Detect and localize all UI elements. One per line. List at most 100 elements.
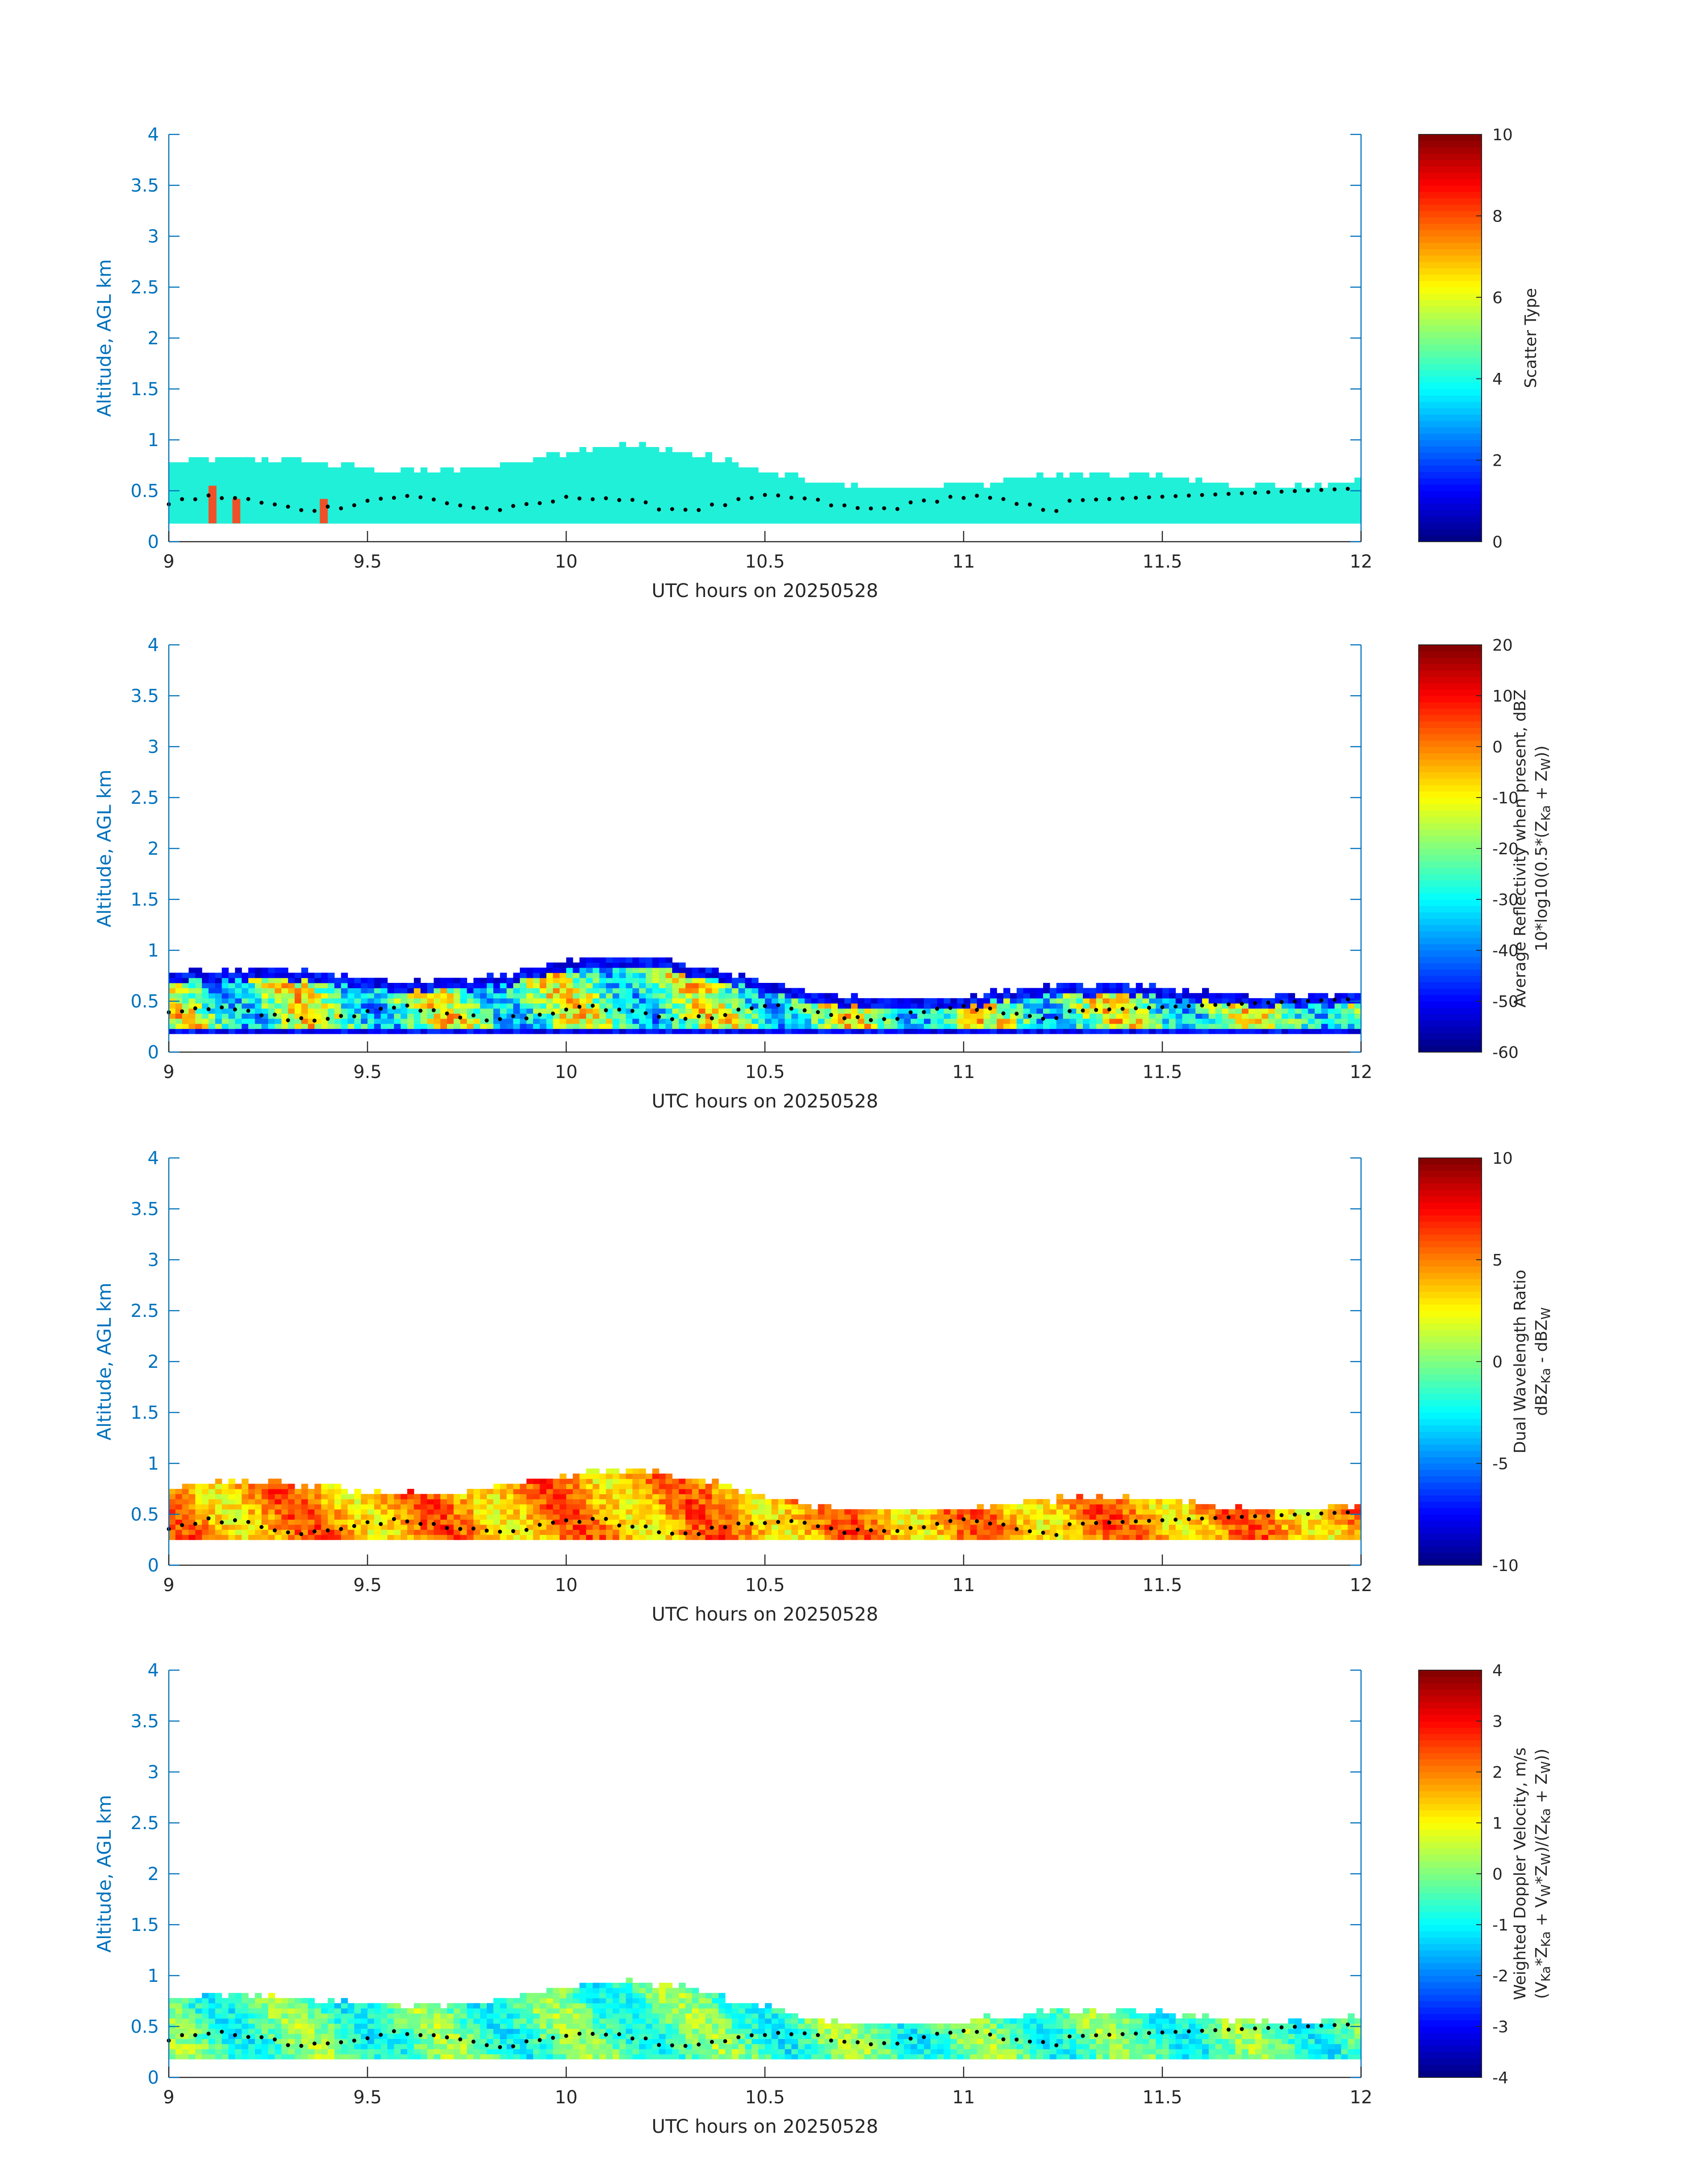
echo-cell [334, 1534, 342, 1540]
echo-cell [380, 493, 388, 498]
echo-cell [401, 1504, 408, 1510]
overlay-point [524, 1016, 529, 1020]
echo-cell [434, 1028, 441, 1034]
echo-cell [639, 452, 646, 458]
echo-cell [997, 503, 1004, 509]
echo-cell [805, 1003, 812, 1009]
echo-cell [1069, 477, 1077, 483]
overlay-point [1001, 497, 1006, 501]
overlay-point [1160, 494, 1165, 499]
echo-cell [1076, 508, 1083, 514]
echo-cell [639, 1483, 646, 1489]
echo-cell [1016, 1028, 1024, 1034]
echo-cell [560, 1499, 567, 1504]
echo-cell [261, 482, 269, 488]
echo-cell [1076, 1024, 1083, 1029]
echo-cell [1102, 1018, 1110, 1024]
echo-cell [964, 1008, 971, 1014]
echo-cell [1129, 1028, 1136, 1034]
echo-cell [341, 508, 348, 514]
echo-cell [228, 1018, 235, 1024]
echo-cell [380, 1529, 388, 1535]
echo-cell [1109, 988, 1116, 994]
echo-cell [606, 1524, 613, 1530]
echo-cell [718, 983, 726, 988]
echo-cell [619, 442, 626, 447]
echo-cell [215, 1024, 222, 1029]
echo-cell [308, 1003, 315, 1009]
echo-cell [1189, 518, 1196, 524]
echo-cell [712, 1003, 719, 1009]
echo-cell [453, 513, 461, 519]
echo-cell [593, 1534, 600, 1540]
echo-cell [679, 452, 686, 458]
echo-cell [1315, 1013, 1322, 1019]
echo-cell [1348, 1028, 1355, 1034]
overlay-point [935, 1007, 940, 1011]
echo-cell [692, 993, 699, 999]
echo-cell [1023, 518, 1030, 524]
echo-cell [705, 493, 712, 498]
echo-cell [341, 462, 348, 468]
echo-cell [275, 998, 282, 1004]
echo-cell [413, 1509, 421, 1515]
echo-cell [235, 973, 242, 978]
overlay-point [1015, 501, 1019, 506]
colorbar-segment [1419, 740, 1482, 747]
echo-cell [745, 467, 752, 473]
echo-cell [1308, 488, 1315, 493]
echo-cell [294, 462, 302, 468]
echo-cell [401, 498, 408, 503]
echo-cell [202, 1003, 209, 1009]
echo-cell [314, 1013, 322, 1019]
echo-cell [1003, 508, 1011, 514]
echo-cell [950, 482, 957, 488]
echo-cell [606, 488, 613, 493]
echo-cell [1049, 518, 1057, 524]
echo-cell [619, 513, 626, 519]
echo-cell [944, 498, 951, 503]
echo-cell [202, 983, 209, 988]
echo-cell [572, 1534, 580, 1540]
echo-cell [169, 1028, 176, 1034]
colorbar-tick-label: 0 [1492, 738, 1503, 756]
echo-cell [413, 1504, 421, 1510]
echo-cell [460, 988, 468, 994]
echo-cell [798, 508, 805, 514]
echo-cell-secondary [209, 485, 217, 523]
echo-cell [1282, 1003, 1289, 1009]
colorbar-segment [1419, 230, 1482, 237]
overlay-point [710, 1016, 714, 1020]
echo-cell [778, 1018, 785, 1024]
echo-cell [202, 1028, 209, 1034]
echo-cell [228, 1003, 235, 1009]
echo-cell [427, 508, 434, 514]
echo-cell [652, 498, 660, 503]
echo-cell [268, 1489, 275, 1494]
echo-cell [328, 1489, 335, 1494]
colorbar-segment [1419, 772, 1482, 779]
echo-cell [778, 993, 785, 999]
echo-cell [646, 983, 653, 988]
echo-cell [798, 488, 805, 493]
echo-cell [195, 967, 202, 973]
echo-cell [1282, 1028, 1289, 1034]
echo-cell [890, 1008, 898, 1014]
echo-cell [209, 1524, 216, 1530]
echo-cell [440, 1018, 447, 1024]
echo-cell [1089, 477, 1097, 483]
echo-cell [420, 1524, 428, 1530]
echo-cell [513, 973, 520, 978]
echo-cell [248, 508, 255, 514]
echo-cell [487, 1499, 494, 1504]
echo-cell [434, 508, 441, 514]
colorbar-label: Average Reflectivity when present, dBZ [1511, 689, 1529, 1007]
echo-cell [487, 508, 494, 514]
echo-cell [1083, 1003, 1090, 1009]
echo-cell [811, 503, 819, 509]
echo-cell [546, 983, 553, 988]
overlay-point [246, 1008, 251, 1013]
echo-cell [805, 1013, 812, 1019]
echo-cell [182, 1024, 189, 1029]
